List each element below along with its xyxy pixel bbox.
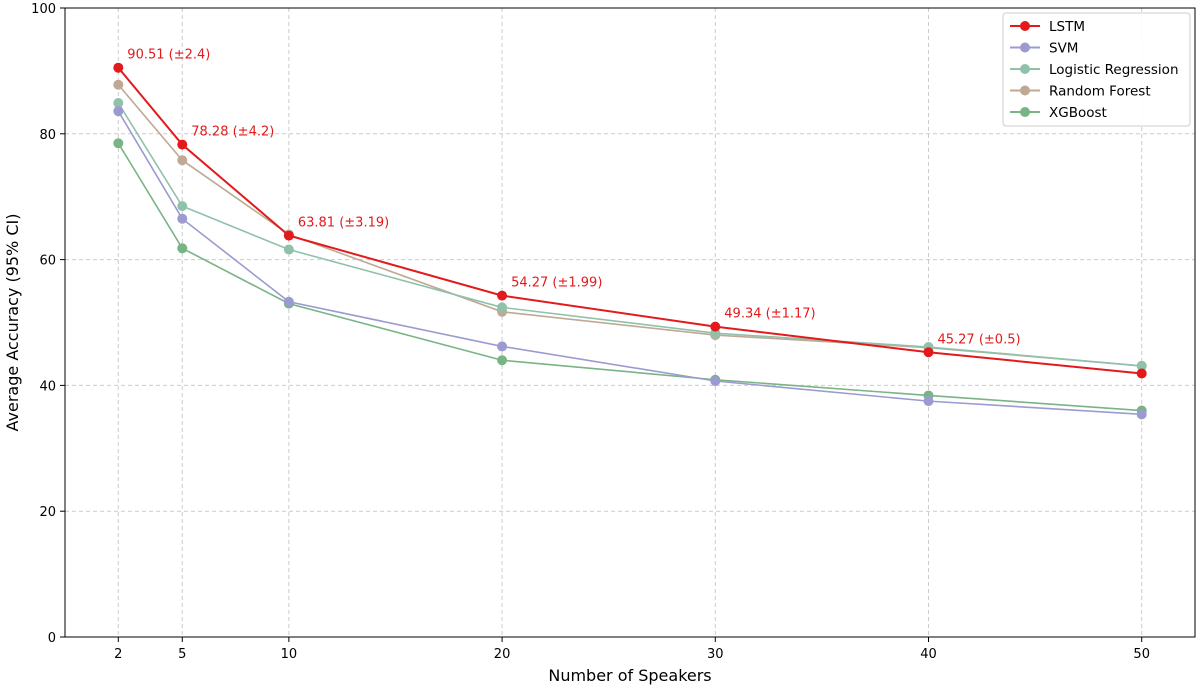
data-point xyxy=(113,79,124,90)
annotations: 90.51 (±2.4) 78.28 (±4.2) 63.81 (±3.19) 54.… xyxy=(127,48,1020,348)
data-point xyxy=(113,62,124,73)
y-tick-label: 20 xyxy=(39,505,56,520)
data-point xyxy=(177,201,188,212)
x-tick-label: 50 xyxy=(1133,647,1150,662)
y-tick-label: 40 xyxy=(39,379,56,394)
data-label: 54.27 (±1.99) xyxy=(511,276,602,291)
data-point xyxy=(923,396,934,407)
y-tick-label: 0 xyxy=(48,631,56,646)
data-point xyxy=(177,243,188,254)
x-tick-label: 5 xyxy=(178,647,186,662)
legend-swatch-marker xyxy=(1020,64,1030,74)
legend-item: XGBoost xyxy=(1010,105,1107,121)
plot-area-border xyxy=(64,7,1196,638)
data-point xyxy=(497,290,508,301)
axis-ticks: 2 5 10 20 30 40 50 0 20 40 60 80 100 xyxy=(31,2,1150,662)
legend-item: SVM xyxy=(1010,41,1078,57)
data-point xyxy=(283,296,294,307)
data-point xyxy=(1136,368,1147,379)
x-tick-label: 10 xyxy=(281,647,298,662)
grid-lines xyxy=(65,8,1195,637)
y-axis-title: Average Accuracy (95% CI) xyxy=(3,214,22,432)
data-point xyxy=(497,355,508,366)
legend-swatch-marker xyxy=(1020,42,1030,53)
data-point xyxy=(710,375,721,386)
legend-label: XGBoost xyxy=(1049,105,1107,121)
series-line xyxy=(117,142,1142,412)
legend-item: Random Forest xyxy=(1010,84,1151,100)
legend-item: Logistic Regression xyxy=(1010,62,1179,78)
series-svm xyxy=(113,106,1147,420)
legend-swatch-marker xyxy=(1020,21,1030,31)
legend-swatch-marker xyxy=(1020,85,1030,96)
legend: LSTM SVM Logistic Regression Random Forest X… xyxy=(1002,12,1191,127)
data-label: 78.28 (±4.2) xyxy=(191,125,274,140)
series-random-forest xyxy=(113,79,1147,371)
data-label: 49.34 (±1.17) xyxy=(724,307,815,322)
series-lstm xyxy=(113,62,1147,379)
legend-label: LSTM xyxy=(1049,19,1085,35)
legend-label: SVM xyxy=(1049,41,1078,57)
data-point xyxy=(1136,409,1147,420)
x-tick-label: 2 xyxy=(114,647,122,662)
axes-frame xyxy=(64,7,1196,638)
data-point xyxy=(177,139,188,150)
legend-box xyxy=(1002,12,1191,127)
x-tick-label: 30 xyxy=(707,647,724,662)
data-label: 63.81 (±3.19) xyxy=(298,216,389,231)
data-point xyxy=(177,213,188,224)
data-label: 90.51 (±2.4) xyxy=(127,48,210,63)
x-axis-title: Number of Speakers xyxy=(548,666,711,685)
series-line xyxy=(117,110,1142,416)
x-tick-label: 40 xyxy=(920,647,937,662)
data-point xyxy=(283,244,294,255)
data-label: 45.27 (±0.5) xyxy=(937,332,1020,347)
legend-label: Random Forest xyxy=(1049,84,1151,100)
data-point xyxy=(113,106,124,117)
data-point xyxy=(113,97,124,108)
y-tick-label: 100 xyxy=(31,2,56,17)
y-tick-label: 80 xyxy=(39,128,56,143)
series-layer xyxy=(113,62,1147,420)
series-line xyxy=(117,67,1142,375)
data-point xyxy=(177,155,188,166)
legend-swatch-marker xyxy=(1020,107,1030,117)
data-point xyxy=(710,321,721,332)
data-point xyxy=(283,230,294,241)
series-xgboost xyxy=(113,138,1147,416)
x-tick-label: 20 xyxy=(494,647,511,662)
data-point xyxy=(1136,360,1147,371)
data-point xyxy=(497,341,508,352)
data-point xyxy=(113,138,124,149)
data-point xyxy=(923,347,934,358)
legend-item: LSTM xyxy=(1010,19,1085,35)
legend-label: Logistic Regression xyxy=(1049,62,1179,78)
data-point xyxy=(497,302,508,313)
y-tick-label: 60 xyxy=(39,254,56,269)
